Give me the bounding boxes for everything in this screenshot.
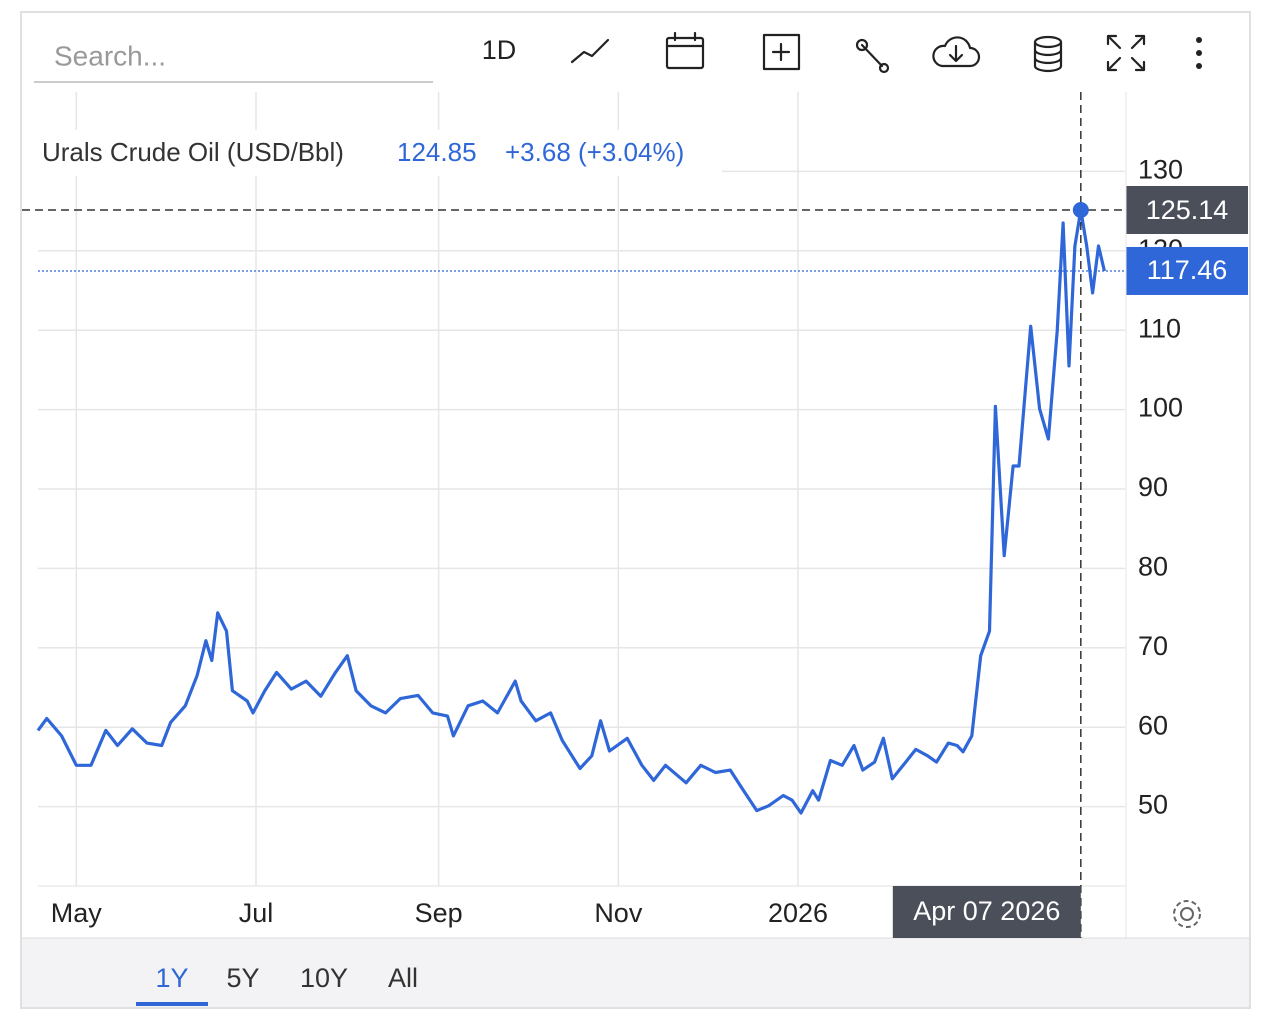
settings-icon[interactable] bbox=[1173, 900, 1201, 928]
y-tick-label: 80 bbox=[1138, 552, 1168, 582]
plot bbox=[36, 208, 1106, 815]
range-bar bbox=[22, 938, 1249, 1007]
y-tick-label: 60 bbox=[1138, 710, 1168, 740]
crosshair-x-box bbox=[892, 886, 1081, 938]
y-tick-label: 110 bbox=[1138, 313, 1181, 343]
fullscreen-icon[interactable] bbox=[1106, 34, 1146, 72]
crosshair-y-label: 125.14 bbox=[1146, 195, 1229, 225]
range-button[interactable]: 10Y bbox=[300, 963, 348, 993]
add-compare-icon[interactable] bbox=[762, 33, 801, 71]
crosshair-point bbox=[1072, 201, 1089, 218]
last-value-label: 117.46 bbox=[1147, 255, 1228, 285]
range-button[interactable]: 1Y bbox=[155, 963, 188, 993]
y-tick-label: 130 bbox=[1138, 155, 1183, 185]
price-line bbox=[36, 208, 1106, 815]
x-tick-label: Nov bbox=[594, 898, 643, 928]
range-active-underline bbox=[136, 1002, 208, 1006]
y-tick-label: 70 bbox=[1138, 631, 1168, 661]
x-tick-label: May bbox=[51, 898, 103, 928]
chart-title: Urals Crude Oil (USD/Bbl) bbox=[42, 137, 344, 167]
x-tick-label: Jul bbox=[239, 898, 274, 928]
x-tick-label: Sep bbox=[415, 898, 463, 928]
y-tick-label: 100 bbox=[1138, 393, 1183, 423]
last-value-box bbox=[1126, 246, 1248, 295]
header-bg bbox=[36, 130, 722, 176]
interval-button[interactable]: 1D bbox=[482, 35, 517, 65]
search-input[interactable]: Search... bbox=[54, 40, 166, 71]
y-tick-label: 50 bbox=[1138, 790, 1168, 820]
calendar-icon[interactable] bbox=[665, 31, 705, 70]
y-tick-label: 90 bbox=[1138, 472, 1168, 502]
price: 124.85 bbox=[397, 137, 477, 167]
change: +3.68 (+3.04%) bbox=[505, 137, 684, 167]
tools-icon[interactable] bbox=[855, 38, 890, 74]
range-button[interactable]: All bbox=[388, 963, 418, 993]
data-icon[interactable] bbox=[1033, 35, 1063, 73]
grid: 5060708090100110120130MayJulSepNov2026 bbox=[38, 92, 1183, 928]
download-icon[interactable] bbox=[932, 36, 981, 68]
range-button[interactable]: 5Y bbox=[226, 963, 259, 993]
x-tick-label: 2026 bbox=[768, 898, 828, 928]
line-type-icon[interactable] bbox=[570, 38, 610, 64]
crosshair-x-label: Apr 07 2026 bbox=[913, 896, 1060, 926]
menu-icon[interactable] bbox=[1196, 37, 1202, 69]
overlay: Urals Crude Oil (USD/Bbl) 124.85 +3.68 (+3… bbox=[22, 92, 1248, 938]
frame bbox=[20, 11, 1251, 1009]
crosshair-y-box bbox=[1126, 185, 1248, 234]
